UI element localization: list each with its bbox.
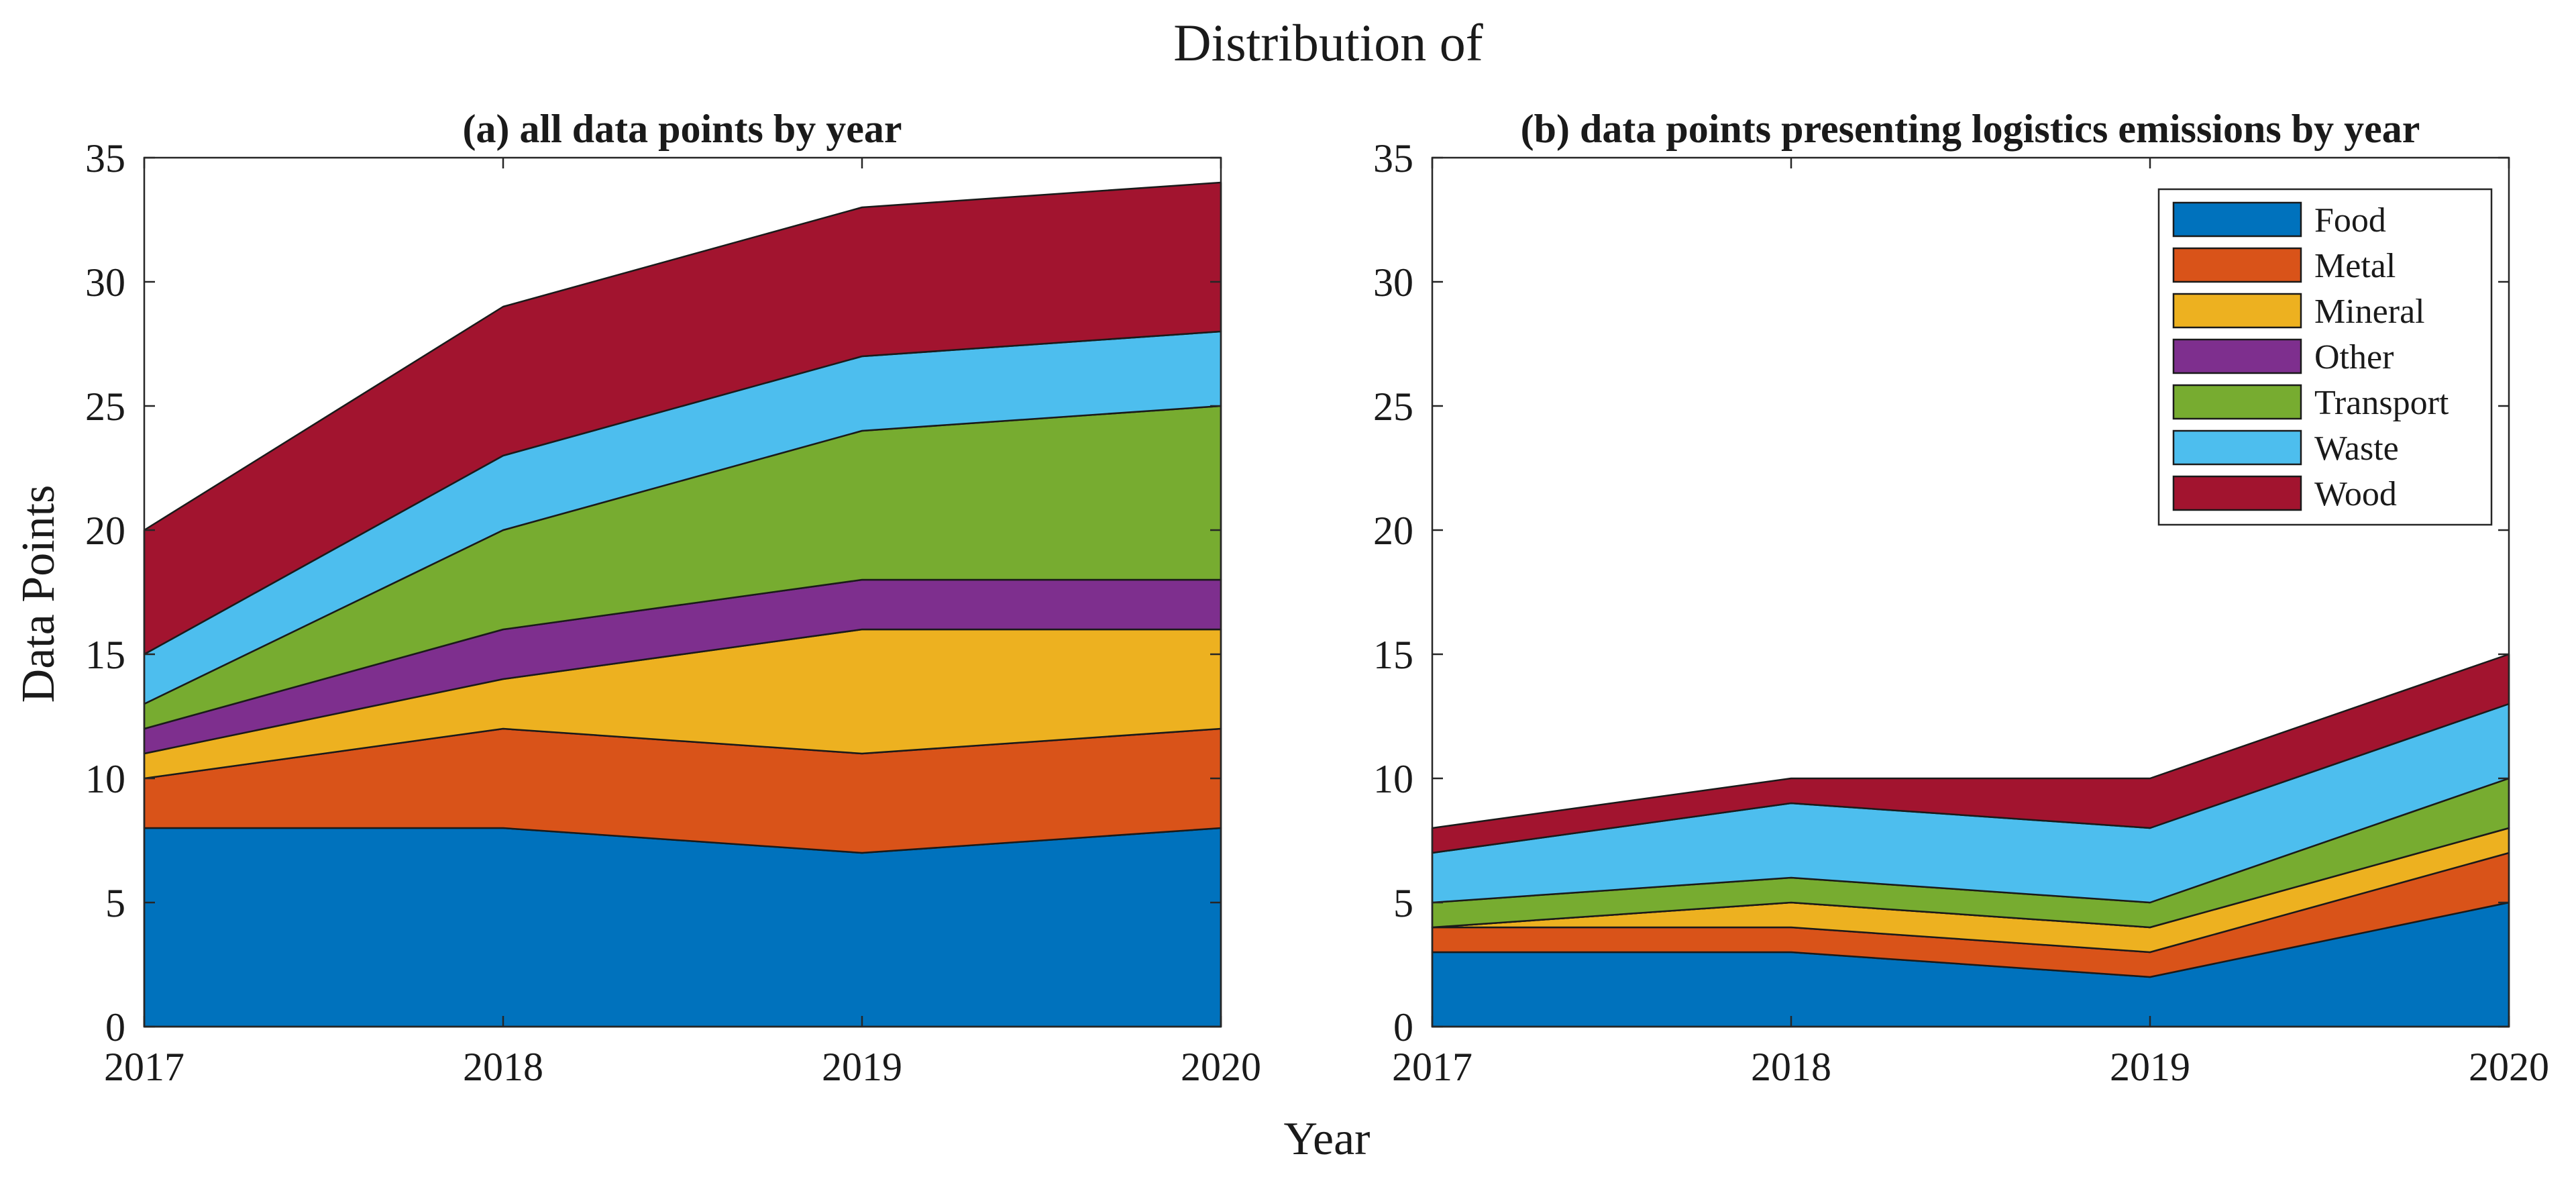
- panel-b-ytick-label: 25: [1373, 384, 1413, 429]
- panel-a-axes-box: [143, 156, 1222, 1028]
- panel-a-ytick-label: 25: [85, 384, 125, 429]
- panel-b-ytick-label: 10: [1373, 757, 1413, 801]
- legend-label-wood: Wood: [2314, 475, 2397, 513]
- panel-a-ytick-label: 30: [85, 260, 125, 305]
- legend-label-waste: Waste: [2314, 429, 2399, 468]
- legend-label-food: Food: [2314, 201, 2386, 240]
- panel-b-ytick-label: 5: [1393, 881, 1413, 925]
- panel-a: (a) all data points by year 0 5 10 15 20 25 30…: [85, 107, 1261, 1089]
- x-axis-label: Year: [1284, 1113, 1371, 1165]
- panel-a-xtick-label: 2018: [463, 1045, 543, 1089]
- panel-b: (b) data points presenting logistics emi…: [1373, 107, 2549, 1089]
- y-axis-label: Data Points: [13, 485, 64, 703]
- legend-label-other: Other: [2314, 338, 2394, 376]
- panel-b-legend: Food Metal Mineral Other Transport Waste Wood: [2157, 188, 2493, 526]
- panel-b-xtick-label: 2020: [2469, 1045, 2549, 1089]
- legend-label-transport: Transport: [2314, 384, 2449, 422]
- legend-swatch-wood: [2172, 475, 2302, 511]
- panel-a-ytick-label: 15: [85, 633, 125, 677]
- legend-swatch-metal: [2172, 247, 2302, 283]
- panel-a-ytick-label: 35: [85, 136, 125, 181]
- panel-b-xtick-label: 2017: [1392, 1045, 1472, 1089]
- panel-a-ytick-label: 5: [105, 881, 125, 925]
- legend-swatch-food: [2172, 201, 2302, 238]
- panel-a-xtick-label: 2017: [104, 1045, 184, 1089]
- panel-b-title: (b) data points presenting logistics emi…: [1521, 107, 2420, 151]
- legend-label-mineral: Mineral: [2314, 293, 2425, 331]
- panel-a-ytick-label: 10: [85, 757, 125, 801]
- panel-a-area-food: [143, 827, 1222, 1028]
- legend-label-metal: Metal: [2314, 247, 2396, 285]
- panel-a-title: (a) all data points by year: [462, 107, 902, 151]
- panel-b-xtick-label: 2018: [1751, 1045, 1831, 1089]
- panel-b-ytick-label: 30: [1373, 260, 1413, 305]
- panel-b-axes-box: [1431, 156, 2510, 1028]
- panel-a-ytick-label: 0: [105, 1005, 125, 1049]
- panel-b-ytick-label: 15: [1373, 633, 1413, 677]
- panel-a-xtick-label: 2019: [822, 1045, 902, 1089]
- figure-title: Distribution of: [1173, 13, 1483, 72]
- panel-b-ytick-label: 0: [1393, 1005, 1413, 1049]
- legend-swatch-waste: [2172, 429, 2302, 466]
- legend-swatch-transport: [2172, 384, 2302, 420]
- legend-swatch-mineral: [2172, 293, 2302, 329]
- legend-swatch-other: [2172, 338, 2302, 374]
- panel-b-ytick-label: 20: [1373, 509, 1413, 553]
- panel-a-xtick-label: 2020: [1181, 1045, 1261, 1089]
- panel-a-ytick-label: 20: [85, 509, 125, 553]
- panel-b-ytick-label: 35: [1373, 136, 1413, 181]
- panel-b-xtick-label: 2019: [2110, 1045, 2190, 1089]
